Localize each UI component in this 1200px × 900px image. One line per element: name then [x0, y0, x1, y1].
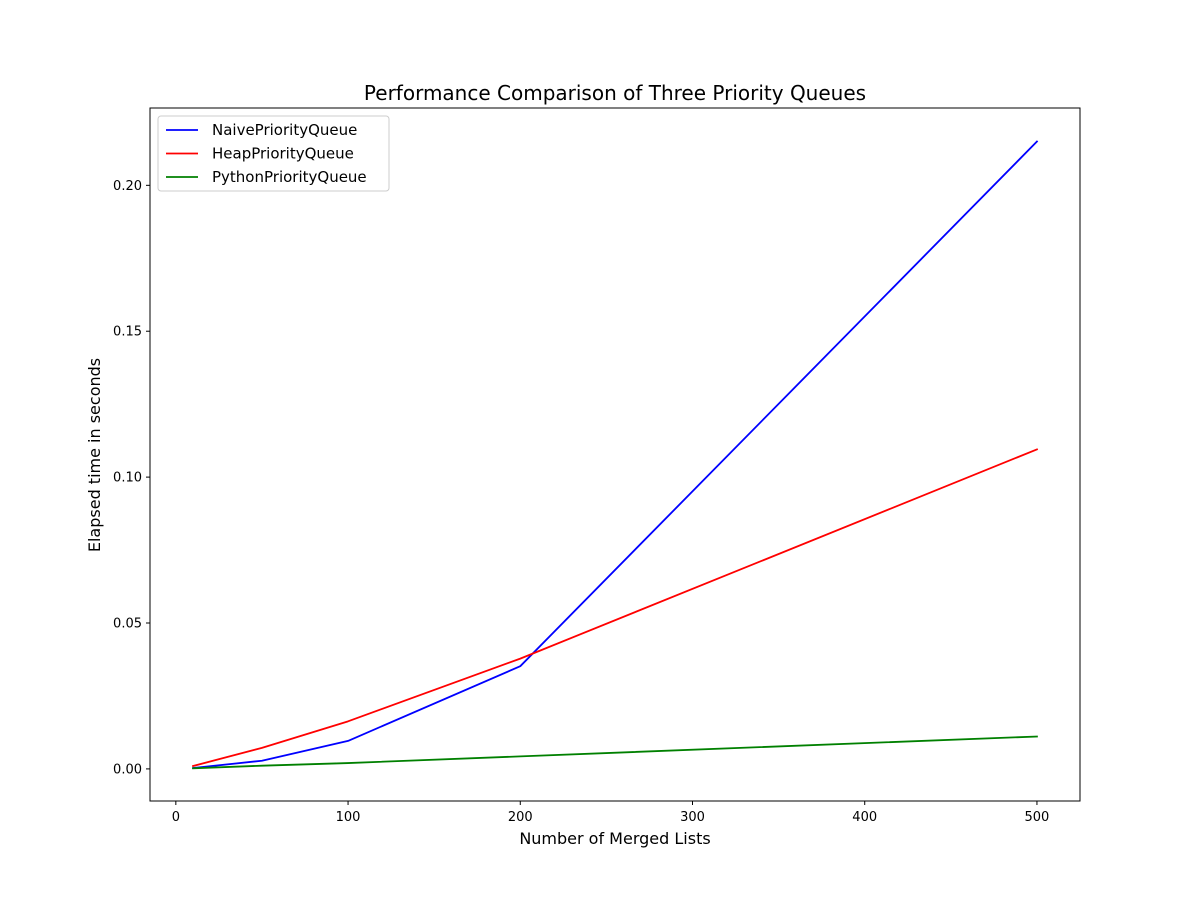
- plot-area: [149, 107, 1081, 802]
- y-tick-label: 0.00: [113, 762, 142, 777]
- legend: NaivePriorityQueue HeapPriorityQueue Pytho…: [157, 115, 390, 192]
- y-tick-label: 0.20: [113, 179, 142, 194]
- x-tick-label: 300: [680, 810, 705, 825]
- y-tick-label: 0.05: [113, 617, 142, 632]
- x-tick-label: 500: [1025, 810, 1050, 825]
- legend-box: [157, 115, 390, 192]
- series-layer: [191, 140, 1039, 770]
- x-axis-ticks: 0 100 200 300 400 500: [172, 801, 1050, 825]
- y-tick-label: 0.15: [113, 325, 142, 340]
- chart-title: Performance Comparison of Three Priority…: [364, 81, 866, 105]
- series-line-0: [192, 140, 1039, 770]
- legend-label-2: PythonPriorityQueue: [212, 168, 367, 186]
- x-tick-label: 100: [336, 810, 361, 825]
- y-axis-ticks: 0.00 0.05 0.10 0.15 0.20: [113, 179, 150, 777]
- x-tick-label: 0: [172, 810, 180, 825]
- y-axis-label: Elapsed time in seconds: [85, 358, 104, 552]
- x-tick-label: 400: [852, 810, 877, 825]
- series-line-2: [192, 735, 1038, 770]
- x-tick-label: 200: [508, 810, 533, 825]
- x-axis-label: Number of Merged Lists: [519, 829, 710, 848]
- legend-label-1: HeapPriorityQueue: [212, 145, 354, 163]
- series-line-1: [191, 448, 1039, 768]
- y-tick-label: 0.10: [113, 471, 142, 486]
- legend-label-0: NaivePriorityQueue: [212, 121, 357, 139]
